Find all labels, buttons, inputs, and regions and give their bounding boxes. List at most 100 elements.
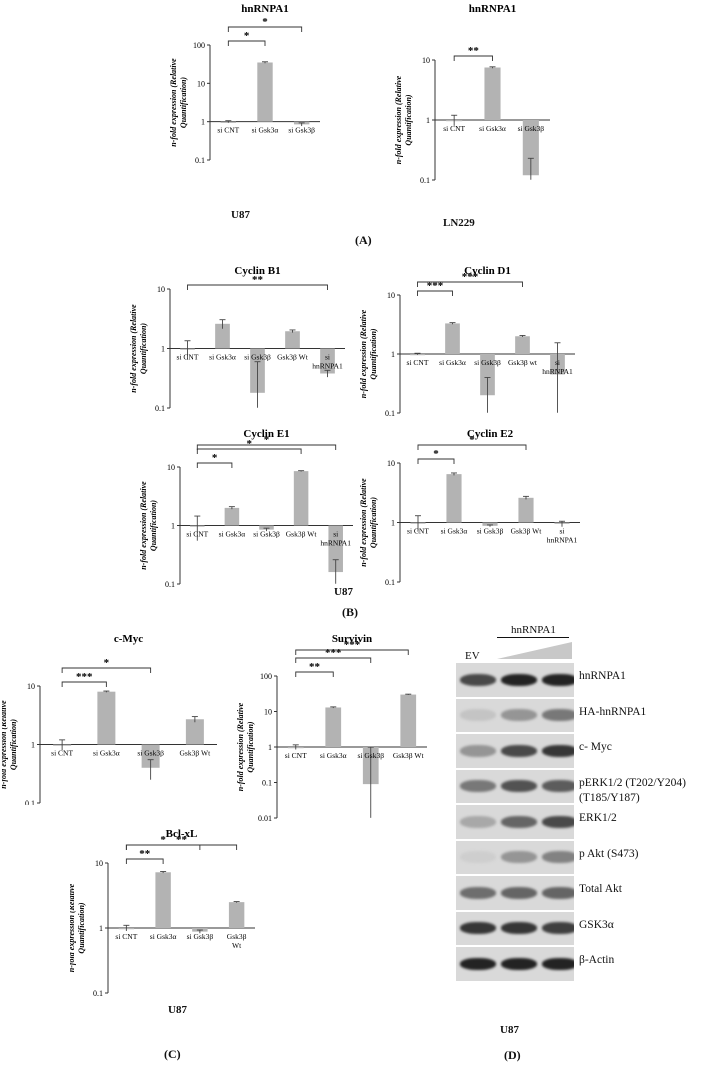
wb-band xyxy=(460,922,496,935)
x-tick-label: si Gsk3α xyxy=(441,527,468,536)
x-tick-label: si CNT xyxy=(285,751,307,760)
chart-title: Bcl-xL xyxy=(166,828,198,840)
x-tick-label: si hnRNPA1 xyxy=(542,358,573,376)
wb-band xyxy=(501,815,537,828)
x-tick-label: si Gsk3β xyxy=(288,126,315,135)
y-axis-label: n-fold expression (RelativeQuantificatio… xyxy=(129,304,148,393)
y-tick-label: 1 xyxy=(201,118,205,127)
y-axis-label-line: Quantification) xyxy=(246,721,255,772)
wb-row-label: ERK1/2 xyxy=(579,812,617,824)
panel-label-c: (C) xyxy=(164,1047,181,1061)
x-tick-label: si CNT xyxy=(443,124,465,133)
x-tick-label: si CNT xyxy=(177,353,199,362)
y-tick-label: 0.1 xyxy=(385,578,395,587)
bar-si-gsk3 xyxy=(224,507,240,526)
cell-label-a-left: U87 xyxy=(231,209,250,221)
y-tick-label: 0.1 xyxy=(262,779,272,788)
significance-bracket xyxy=(187,284,328,290)
wb-row-label: GSK3α xyxy=(579,918,614,931)
x-tick-label: si Gsk3α xyxy=(320,751,347,760)
wb-row-label: hnRNPA1 xyxy=(579,670,626,682)
chart-B2: Cyclin D1 0.1 1 10 n-fold expression (Relati… xyxy=(359,265,575,418)
wb-strip-hnrnpa1 xyxy=(455,662,575,698)
significance-label: * xyxy=(104,657,110,669)
chart-C1: c-Myc 0.1 1 10 n-fold expression (RelativeQu… xyxy=(2,633,217,805)
bar-gsk3-wt xyxy=(285,331,300,349)
y-tick-label: 0.1 xyxy=(155,404,165,413)
significance-label: *** xyxy=(344,639,361,651)
y-axis-label-line: n-fold expression (Relative xyxy=(237,702,245,791)
x-tick-label: si Gsk3β xyxy=(244,353,271,362)
bar-si-gsk3 xyxy=(522,120,539,176)
x-tick-label: si Gsk3α xyxy=(252,126,279,135)
y-tick-label: 100 xyxy=(260,672,272,681)
y-tick-label: 10 xyxy=(264,708,272,717)
wb-band xyxy=(542,744,574,757)
wb-row-label: β-Actin xyxy=(579,954,615,966)
significance-bracket xyxy=(417,444,527,450)
x-tick-label: si Gsk3α xyxy=(93,749,120,758)
y-axis-label: n-fold expression (RelativeQuantificatio… xyxy=(237,702,255,791)
y-tick-label: 1 xyxy=(391,519,395,528)
y-tick-label: 0.01 xyxy=(258,814,272,823)
x-tick-label-line: Wt xyxy=(232,941,242,950)
chart-B4: Cyclin E2 0.1 1 10 n-fold expression (Relati… xyxy=(359,428,580,587)
y-axis-label: n-fold expression (RelativeQuantificatio… xyxy=(2,700,18,789)
significance-label: * xyxy=(212,452,218,464)
significance-bracket xyxy=(196,448,302,454)
significance-label: * xyxy=(160,834,166,846)
y-axis-label: n-fold expression (RelativeQuantificatio… xyxy=(394,75,413,164)
x-tick-label: Gsk3β Wt xyxy=(227,932,247,950)
x-tick-label: Gsk3β wt xyxy=(508,358,538,367)
wb-row-label: c- Myc xyxy=(579,741,612,753)
wb-band xyxy=(460,744,496,757)
significance-bracket xyxy=(453,55,493,61)
wb-band xyxy=(542,780,574,793)
x-tick-label: si hnRNPA1 xyxy=(547,527,578,545)
significance-bracket xyxy=(295,657,372,663)
x-tick-label: si Gsk3β xyxy=(253,530,280,539)
bar-si-gsk3 xyxy=(484,67,501,120)
wb-band xyxy=(501,709,537,722)
y-tick-label: 0.1 xyxy=(195,156,205,165)
x-tick-label-line: hnRNPA1 xyxy=(320,539,351,548)
y-tick-label: 0.1 xyxy=(420,176,430,185)
x-tick-label: si Gsk3α xyxy=(150,932,177,941)
significance-bracket xyxy=(61,667,152,673)
significance-bracket xyxy=(295,649,409,655)
bar-si-gsk3 xyxy=(259,525,274,530)
wb-band xyxy=(460,957,496,970)
wb-row-sublabel: (T185/Y187) xyxy=(579,791,640,804)
significance-bracket xyxy=(227,26,303,32)
wb-band xyxy=(501,744,537,757)
chart-title: Survivin xyxy=(332,633,372,645)
wb-band xyxy=(460,780,496,793)
cell-label-b: U87 xyxy=(334,586,353,598)
x-tick-label: si CNT xyxy=(186,530,208,539)
significance-label: ** xyxy=(252,274,264,286)
y-tick-label: 10 xyxy=(422,56,430,65)
y-axis-label-line: n-fold expression (Relative xyxy=(359,478,368,567)
significance-bracket xyxy=(61,681,107,687)
y-axis-label-line: Quantification) xyxy=(77,902,86,953)
bar-gsk3-wt xyxy=(293,471,309,526)
wb-band xyxy=(542,886,574,899)
x-tick-label: Gsk3β Wt xyxy=(511,527,543,536)
y-axis-label: n-fold expression (RelativeQuantificatio… xyxy=(359,478,378,567)
x-tick-label: si Gsk3α xyxy=(439,358,466,367)
wb-band xyxy=(542,922,574,935)
significance-bracket xyxy=(125,844,238,850)
y-axis-label-line: Quantification) xyxy=(369,497,378,548)
y-axis-label-line: Quantification) xyxy=(179,77,188,128)
wb-lane-label-ev: EV xyxy=(465,650,480,662)
x-tick-label-line: hnRNPA1 xyxy=(312,362,343,371)
wb-band xyxy=(501,886,537,899)
y-axis-label-line: Quantification) xyxy=(404,94,413,145)
y-axis-label-line: n-fold expression (Relative xyxy=(359,309,368,398)
wb-strip-ha-hnrnpa1 xyxy=(455,697,575,733)
significance-label: * xyxy=(262,16,268,28)
y-axis-label: n-fold expression (RelativeQuantificatio… xyxy=(139,481,158,570)
chart-title: Cyclin B1 xyxy=(234,265,280,277)
panel-label-d: (D) xyxy=(504,1048,521,1062)
bar-si-hnrnpa1 xyxy=(328,525,343,573)
